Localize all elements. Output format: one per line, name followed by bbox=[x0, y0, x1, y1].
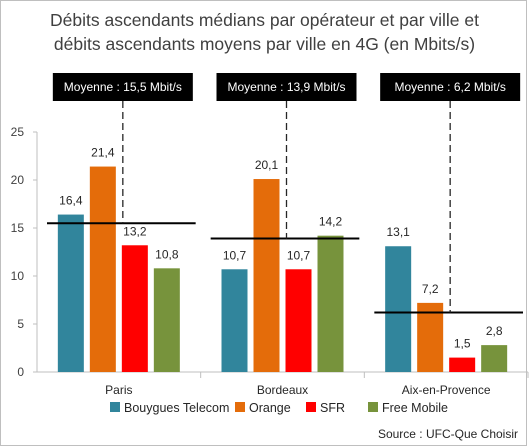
x-category-label: Paris bbox=[105, 383, 132, 397]
source-note: Source : UFC-Que Choisir bbox=[378, 427, 518, 441]
y-tick-label: 5 bbox=[17, 317, 24, 331]
data-label: 7,2 bbox=[422, 282, 439, 296]
bar bbox=[89, 166, 116, 372]
data-label: 10,8 bbox=[155, 247, 179, 261]
data-label: 21,4 bbox=[91, 146, 115, 160]
legend-label: Bouygues Telecom bbox=[124, 401, 229, 415]
y-tick-label: 15 bbox=[11, 221, 25, 235]
data-label: 1,5 bbox=[454, 337, 471, 351]
y-tick-label: 0 bbox=[17, 365, 24, 379]
y-tick-label: 20 bbox=[11, 173, 25, 187]
data-label: 16,4 bbox=[59, 194, 83, 208]
chart-title-line-2: débits ascendants moyens par ville en 4G… bbox=[53, 34, 476, 54]
bar bbox=[481, 345, 508, 372]
average-callout-label: Moyenne : 15,5 Mbit/s bbox=[64, 80, 182, 94]
x-category-label: Aix-en-Provence bbox=[402, 383, 491, 397]
bar bbox=[57, 214, 84, 372]
x-category-label: Bordeaux bbox=[257, 383, 308, 397]
y-tick-label: 10 bbox=[11, 269, 25, 283]
y-tick-label: 25 bbox=[11, 125, 25, 139]
data-label: 13,2 bbox=[123, 224, 147, 238]
bar bbox=[317, 235, 344, 372]
legend-label: SFR bbox=[320, 401, 345, 415]
legend-swatch bbox=[368, 402, 378, 412]
data-label: 10,7 bbox=[287, 248, 311, 262]
legend-swatch bbox=[110, 402, 120, 412]
data-label: 20,1 bbox=[255, 158, 279, 172]
bar bbox=[253, 179, 280, 372]
data-label: 13,1 bbox=[386, 225, 410, 239]
legend-swatch bbox=[306, 402, 316, 412]
legend-label: Free Mobile bbox=[382, 401, 448, 415]
average-callout-label: Moyenne : 13,9 Mbit/s bbox=[227, 80, 345, 94]
data-label: 2,8 bbox=[486, 324, 503, 338]
average-callout-box bbox=[216, 73, 357, 101]
average-callout-box bbox=[52, 73, 193, 101]
bar bbox=[121, 245, 148, 372]
bar bbox=[385, 246, 412, 372]
bar bbox=[417, 302, 444, 372]
bar bbox=[221, 269, 248, 372]
bar bbox=[449, 357, 476, 372]
average-callout-label: Moyenne : 6,2 Mbit/s bbox=[394, 80, 505, 94]
legend-swatch bbox=[235, 402, 245, 412]
data-label: 10,7 bbox=[223, 248, 247, 262]
average-callout-box bbox=[380, 73, 521, 101]
bar bbox=[153, 268, 180, 372]
legend-label: Orange bbox=[249, 401, 291, 415]
data-label: 14,2 bbox=[319, 215, 343, 229]
bar bbox=[285, 269, 312, 372]
chart-title-line-1: Débits ascendants médians par opérateur … bbox=[50, 10, 479, 30]
